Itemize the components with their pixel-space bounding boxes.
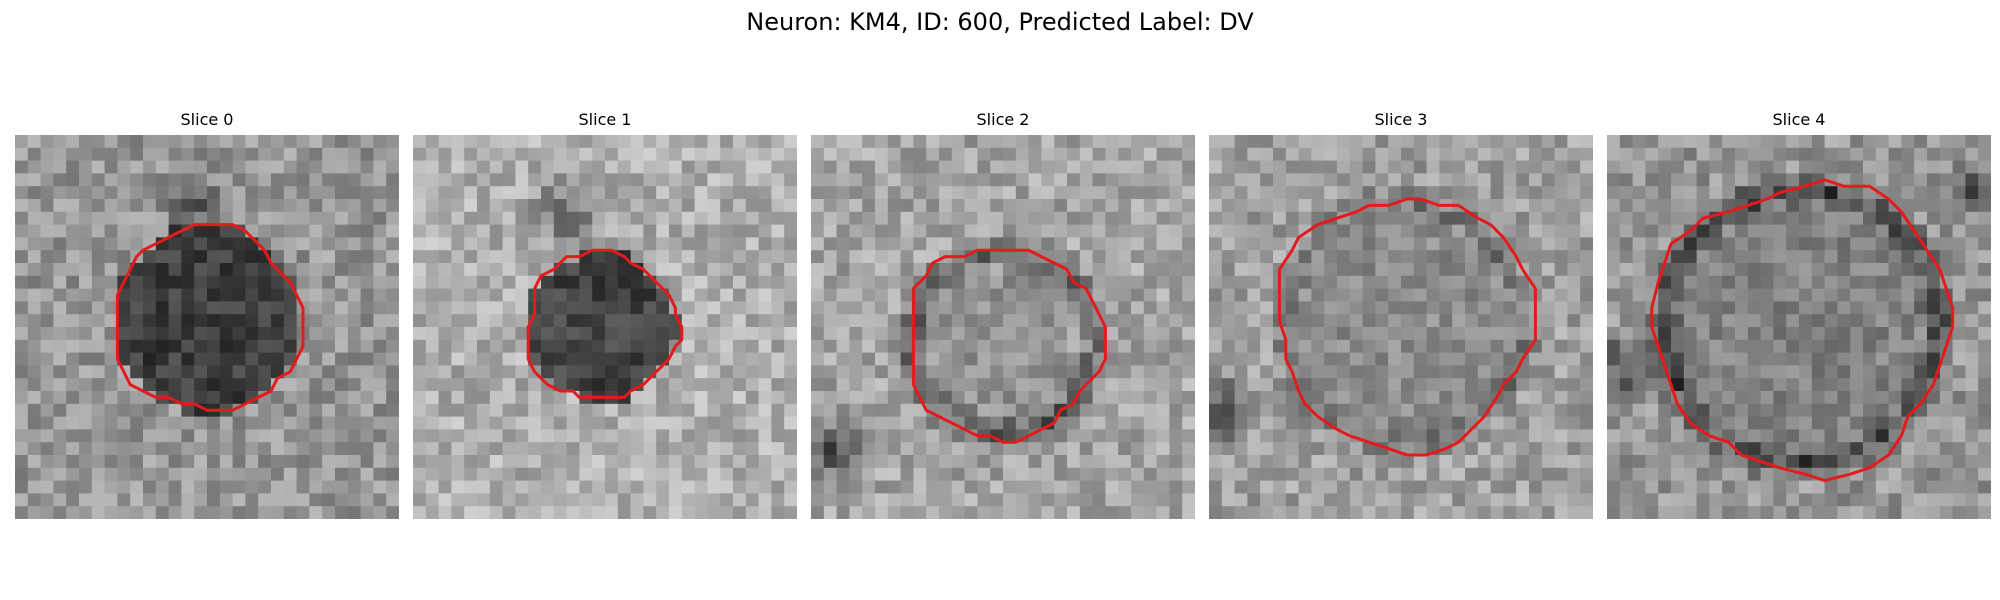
- slice-panel-0: Slice 0: [15, 108, 399, 519]
- slice-title-1: Slice 1: [413, 108, 797, 132]
- slice-image-0: [15, 135, 399, 519]
- slice-panel-4: Slice 4: [1607, 108, 1991, 519]
- slice-title-0: Slice 0: [15, 108, 399, 132]
- slice-image-4: [1607, 135, 1991, 519]
- slice-panel-2: Slice 2: [811, 108, 1195, 519]
- slice-pixels-0: [15, 135, 399, 519]
- slice-image-3: [1209, 135, 1593, 519]
- slice-panel-3: Slice 3: [1209, 108, 1593, 519]
- slice-pixels-1: [413, 135, 797, 519]
- slice-image-1: [413, 135, 797, 519]
- slice-image-2: [811, 135, 1195, 519]
- slice-title-2: Slice 2: [811, 108, 1195, 132]
- slice-pixels-2: [811, 135, 1195, 519]
- slice-title-3: Slice 3: [1209, 108, 1593, 132]
- slice-pixels-4: [1607, 135, 1991, 519]
- slice-title-4: Slice 4: [1607, 108, 1991, 132]
- slice-panel-1: Slice 1: [413, 108, 797, 519]
